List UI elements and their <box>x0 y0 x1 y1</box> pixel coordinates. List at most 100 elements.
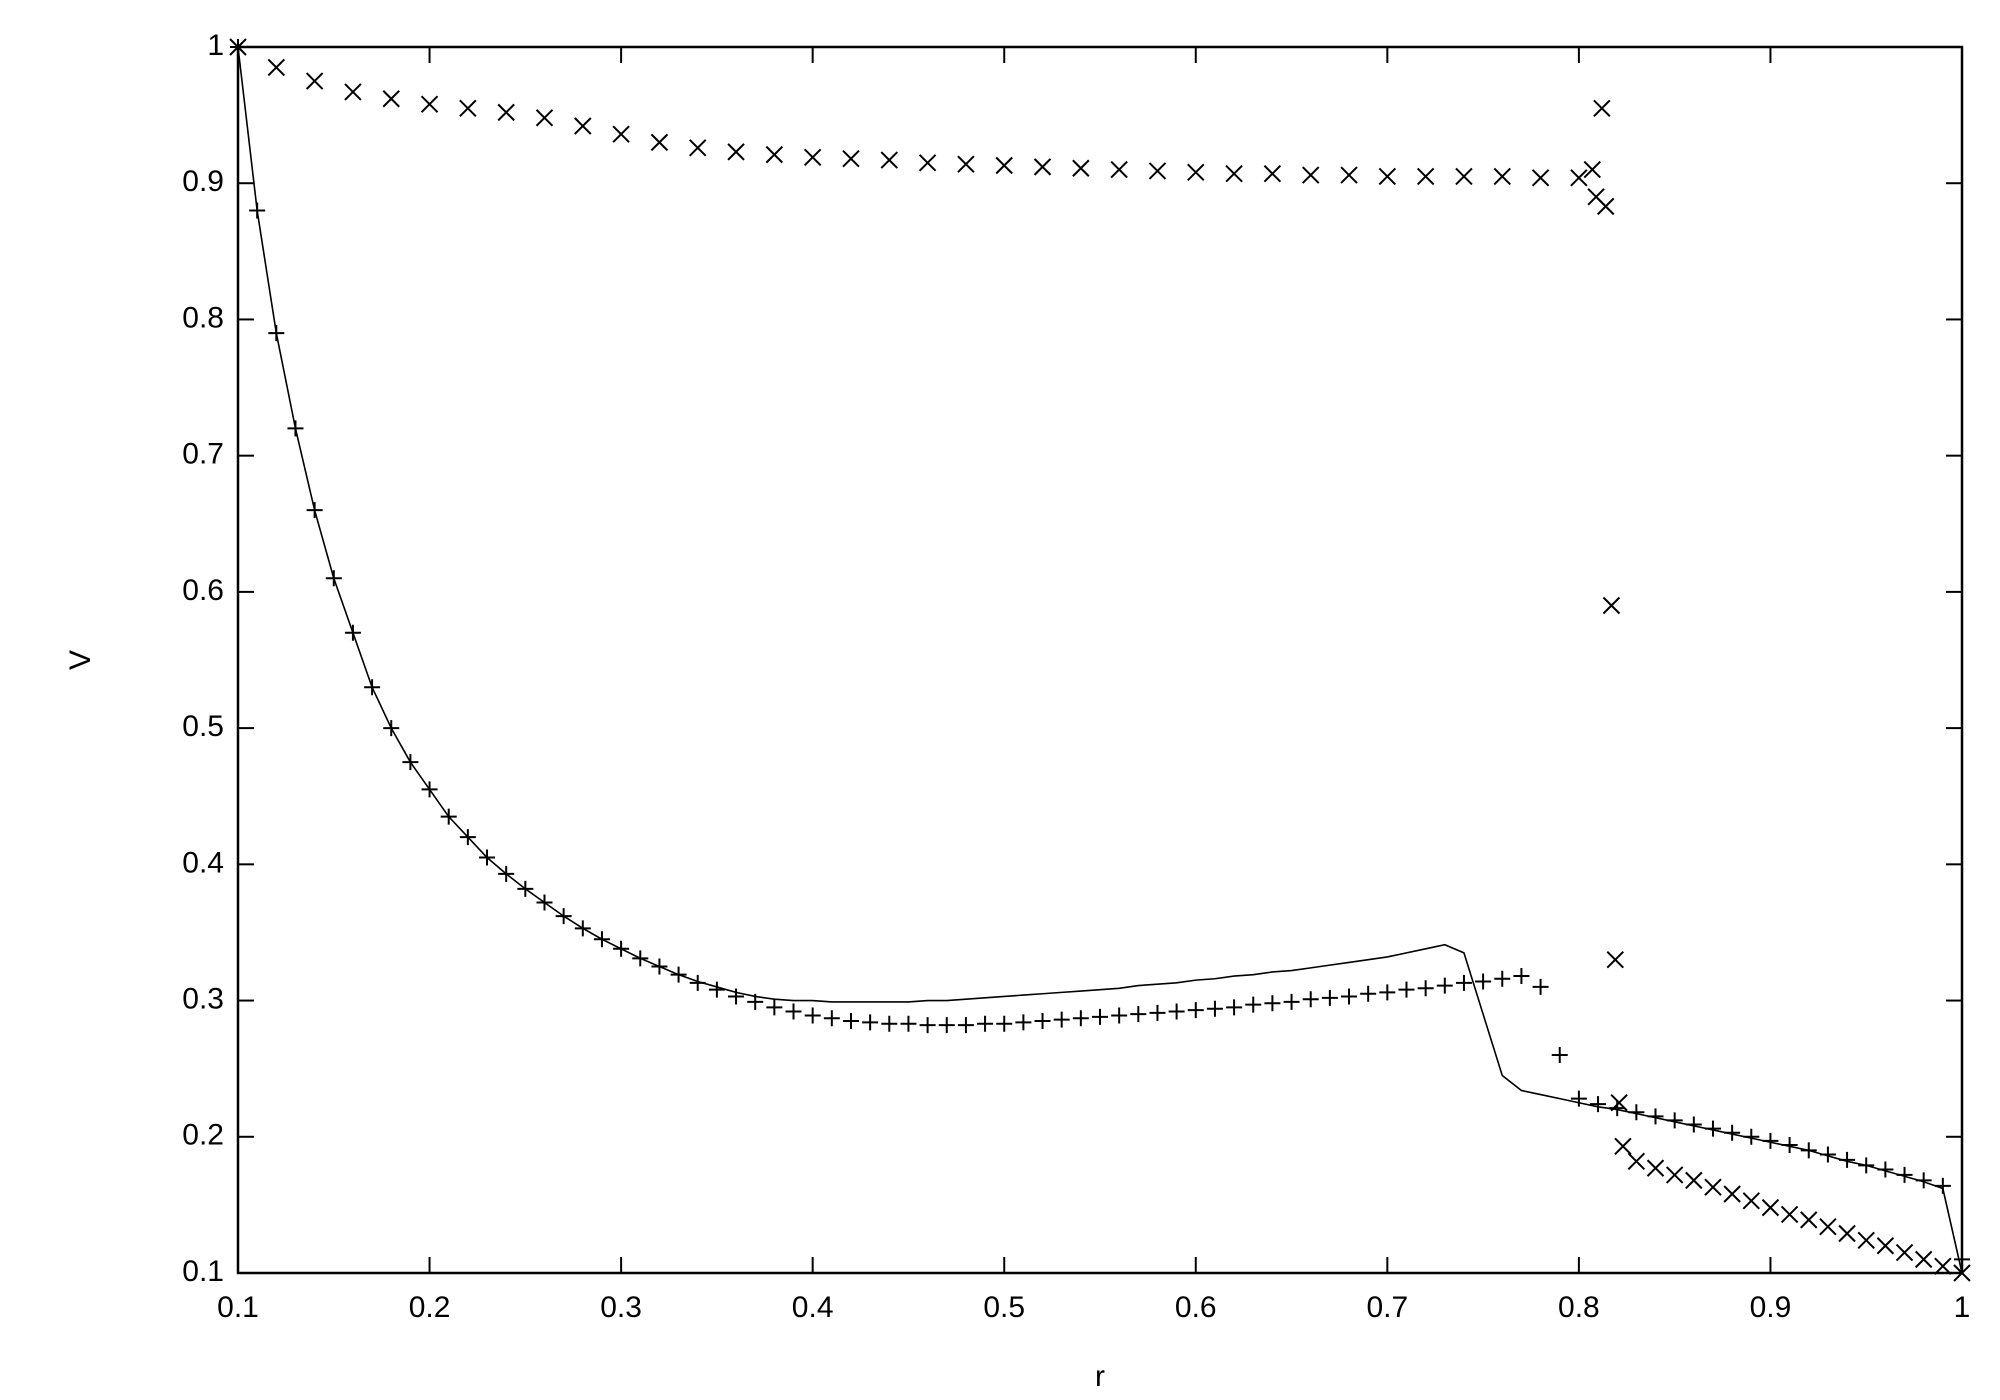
plus-marker <box>479 849 496 866</box>
cross-marker <box>459 99 477 118</box>
plus-marker <box>1954 1251 1970 1268</box>
cross-marker <box>1225 164 1243 183</box>
plus-marker <box>1800 1142 1817 1159</box>
cross-marker <box>1780 1205 1799 1224</box>
cross-marker <box>1895 1243 1914 1262</box>
cross-marker <box>1610 1094 1628 1112</box>
plus-marker <box>1819 1146 1836 1163</box>
cross-marker <box>880 151 898 169</box>
plus-marker <box>1532 978 1549 995</box>
plus-marker <box>1053 1011 1070 1028</box>
plus-marker <box>1015 1014 1032 1031</box>
plus-marker <box>804 1007 821 1024</box>
plus-marker <box>728 988 745 1005</box>
plus-marker <box>555 908 572 925</box>
plus-marker <box>1513 968 1530 985</box>
plus-marker <box>1302 991 1319 1008</box>
cross-marker <box>267 58 286 77</box>
x-tick-label: 0.8 <box>1558 1291 1600 1324</box>
plus-marker <box>957 1017 974 1034</box>
plus-marker <box>1321 989 1338 1006</box>
series-line <box>237 46 1963 1274</box>
cross-marker <box>1742 1192 1760 1210</box>
cross-marker <box>1838 1224 1856 1243</box>
cross-marker <box>1646 1159 1665 1177</box>
plus-marker <box>689 974 706 991</box>
plus-marker <box>670 966 687 983</box>
plus-marker <box>1360 985 1377 1002</box>
plus-marker <box>1283 993 1300 1010</box>
plus-marker <box>938 1017 955 1034</box>
plus-marker <box>517 880 534 897</box>
cross-marker <box>1704 1178 1722 1196</box>
cross-marker <box>1340 166 1358 184</box>
plus-marker <box>1551 1047 1568 1064</box>
cross-marker <box>1934 1257 1952 1275</box>
cross-marker <box>765 145 784 164</box>
plus-marker <box>1609 1100 1626 1117</box>
plus-marker <box>498 865 515 882</box>
x-tick-label: 0.4 <box>792 1291 834 1324</box>
plus-marker <box>1455 974 1472 991</box>
x-tick-label: 0.5 <box>983 1291 1025 1324</box>
plus-marker <box>1245 996 1262 1013</box>
plus-marker <box>747 993 764 1010</box>
plus-marker <box>1168 1003 1185 1020</box>
plus-marker <box>421 781 438 798</box>
x-axis-label: r <box>1095 1360 1105 1393</box>
plus-marker <box>1034 1012 1051 1029</box>
cross-marker <box>1614 1137 1632 1156</box>
plus-marker <box>1264 995 1281 1012</box>
cross-marker <box>305 72 324 90</box>
x-tick-label: 1 <box>1954 1291 1971 1324</box>
plus-marker <box>1858 1157 1875 1174</box>
y-tick-label: 0.6 <box>182 574 224 607</box>
y-tick-label: 0.2 <box>182 1119 224 1152</box>
cross-marker <box>1187 163 1205 182</box>
plus-marker <box>1379 984 1396 1001</box>
plus-marker <box>1647 1108 1664 1125</box>
plus-marker <box>536 894 553 911</box>
plus-marker <box>1092 1008 1108 1025</box>
cross-marker <box>1602 596 1621 615</box>
cross-marker <box>1148 162 1167 180</box>
cross-marker <box>1665 1166 1684 1184</box>
plus-marker <box>1570 1090 1587 1107</box>
cross-marker <box>689 139 707 157</box>
plus-marker <box>881 1015 898 1032</box>
cross-marker <box>1302 166 1320 184</box>
plus-marker <box>1781 1136 1798 1153</box>
plus-marker <box>1839 1151 1856 1168</box>
cross-marker <box>1570 169 1588 187</box>
cross-marker <box>1378 167 1397 186</box>
plus-marker <box>383 720 400 737</box>
plus-marker <box>1417 980 1434 997</box>
cross-marker <box>1953 1264 1971 1282</box>
plus-marker <box>1666 1112 1683 1129</box>
plus-marker <box>574 920 591 937</box>
cross-marker <box>1597 197 1615 216</box>
plus-marker <box>1206 1000 1223 1017</box>
cross-marker <box>612 125 630 143</box>
y-tick-label: 0.8 <box>182 301 224 334</box>
plus-marker <box>1341 988 1358 1005</box>
plus-marker <box>1704 1120 1721 1137</box>
cross-marker <box>574 117 592 135</box>
plus-marker <box>842 1012 859 1029</box>
plus-marker <box>1130 1006 1147 1023</box>
plus-marker <box>977 1015 994 1032</box>
plus-marker <box>1494 970 1511 987</box>
x-tick-label: 0.6 <box>1175 1291 1217 1324</box>
plus-marker <box>1896 1166 1913 1183</box>
y-tick-label: 0.4 <box>182 846 224 879</box>
plus-marker <box>268 325 285 342</box>
plus-marker <box>1475 973 1492 990</box>
y-axis-label: V <box>64 650 97 670</box>
cross-marker <box>1857 1231 1875 1250</box>
plus-marker <box>766 999 783 1016</box>
cross-marker <box>382 90 400 108</box>
cross-marker <box>1761 1198 1780 1217</box>
plus-marker <box>402 754 419 771</box>
cross-marker <box>1723 1185 1741 1203</box>
